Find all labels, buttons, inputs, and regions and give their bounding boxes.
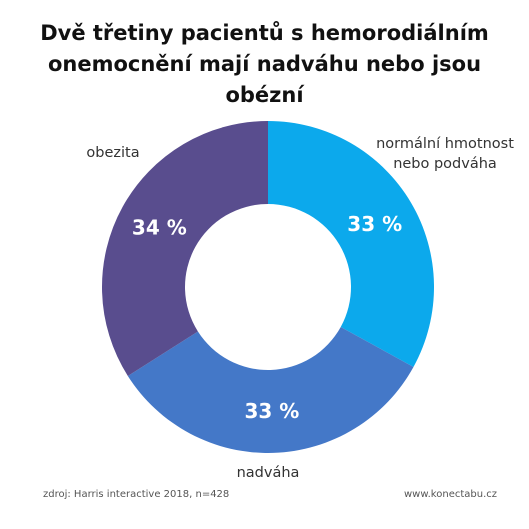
- slice-category-label-1: normální hmotnost nebo podváha: [376, 136, 514, 172]
- donut-slice-1: [268, 121, 434, 367]
- donut-slice-2: [127, 326, 414, 453]
- slice-value-label-1: 33 %: [347, 212, 402, 236]
- source-note: zdroj: Harris interactive 2018, n=428: [43, 489, 230, 500]
- slice-value-label-2: 33 %: [244, 399, 299, 423]
- chart-title: Dvě třetiny pacientů s hemorodiálním one…: [40, 21, 489, 107]
- website-credit: www.konectabu.cz: [404, 489, 497, 500]
- slice-value-label-3: 34 %: [132, 215, 187, 239]
- slice-category-label-3: obezita: [86, 145, 139, 161]
- donut-slice-3: [102, 121, 268, 376]
- slice-category-label-2: nadváha: [237, 465, 300, 481]
